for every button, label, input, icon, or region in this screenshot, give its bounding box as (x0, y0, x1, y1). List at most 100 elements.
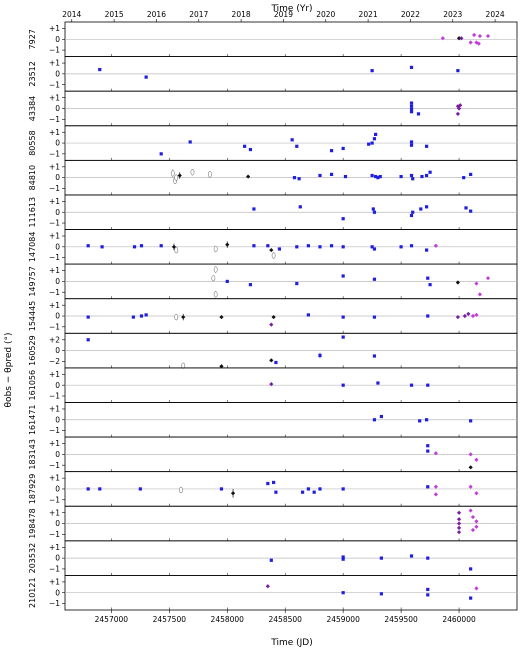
data-point (469, 209, 473, 213)
y-tick-label: +1 (49, 232, 60, 241)
data-point (269, 322, 274, 327)
data-point (426, 314, 430, 318)
data-point (213, 245, 218, 253)
star-label: 147084 (28, 232, 37, 263)
y-tick-label: −1 (49, 288, 60, 297)
data-point (174, 246, 179, 254)
data-point (341, 146, 345, 151)
y-tick-label: −1 (49, 599, 60, 608)
data-point (248, 147, 253, 152)
data-point (409, 110, 414, 114)
y-tick-label: −1 (49, 80, 60, 89)
jd-tick-label: 2457500 (153, 615, 187, 624)
data-point (474, 457, 479, 462)
y-tick-label: +1 (49, 266, 60, 275)
data-point (409, 554, 414, 558)
panel-203532: +1 0 −1 203532 (28, 540, 518, 576)
data-point (433, 492, 438, 497)
panel-154445: +1 0−1 154445 (28, 298, 518, 334)
y-tick-label: +1 (49, 162, 60, 171)
data-point (409, 244, 414, 248)
data-point (295, 281, 299, 286)
year-axis-title: Time (Yr) (270, 4, 312, 14)
data-point (426, 587, 430, 592)
data-point (456, 510, 462, 515)
y-axis-title: θobs − θpred (°) (4, 332, 14, 407)
data-point (433, 484, 438, 489)
data-point (86, 244, 90, 248)
y-tick-label: +1 (49, 474, 60, 483)
data-point (469, 172, 473, 177)
y-tick-label: +1 (49, 405, 60, 414)
data-point (426, 449, 430, 453)
year-tick-label: 2015 (105, 10, 124, 19)
data-point (469, 596, 473, 600)
data-point (468, 40, 473, 45)
data-point (372, 315, 377, 319)
data-point (271, 252, 276, 259)
year-tick-label: 2016 (147, 10, 166, 19)
year-tick-label: 2014 (62, 10, 81, 19)
data-point (297, 177, 301, 181)
data-point (462, 176, 466, 180)
data-point (468, 465, 473, 470)
data-point (411, 210, 415, 214)
data-point (372, 137, 377, 141)
panels: +10−17927+10−123512+10−143384+10−180558+… (28, 21, 518, 611)
jd-tick-label: 2458000 (211, 615, 245, 624)
data-point (433, 451, 438, 456)
data-point (181, 362, 186, 369)
data-point (456, 106, 462, 111)
y-tick-label: −1 (49, 565, 60, 574)
y-tick-label: −1 (49, 461, 60, 470)
data-point (425, 248, 429, 252)
data-point (409, 140, 414, 144)
data-point (290, 138, 294, 142)
data-point (477, 33, 483, 39)
star-label: 23512 (28, 61, 37, 86)
panel-23512: +10 −1 23512 (28, 56, 518, 92)
data-point (190, 169, 195, 176)
y-tick-label: 0 (55, 35, 60, 44)
y-tick-label: +2 (49, 335, 60, 344)
star-label: 187929 (28, 474, 37, 505)
panel-80558: +1 0−1 80558 (28, 125, 518, 161)
data-point (329, 172, 334, 177)
data-point (426, 276, 430, 280)
jd-tick-label: 2459000 (326, 615, 360, 624)
data-point (372, 277, 377, 281)
data-point (98, 67, 102, 72)
data-point (298, 205, 302, 209)
data-point (376, 176, 380, 180)
panel-147084: +10 −1 147084 (28, 229, 518, 265)
data-point (343, 174, 348, 179)
year-tick-label: 2024 (486, 10, 505, 19)
y-tick-label: 0 (55, 554, 60, 563)
data-point (409, 173, 414, 178)
jd-tick-label: 2460000 (442, 615, 476, 624)
data-point (416, 112, 421, 116)
data-point (374, 174, 378, 179)
year-tick-label: 2018 (232, 10, 251, 19)
data-point (138, 487, 142, 491)
data-point (370, 69, 374, 73)
star-label: 80558 (28, 130, 37, 155)
data-point (341, 487, 345, 491)
data-point (230, 491, 236, 496)
data-point (456, 530, 462, 535)
data-point (219, 487, 224, 491)
y-tick-label: −1 (49, 322, 60, 331)
data-point (370, 245, 374, 249)
data-point (456, 517, 462, 522)
data-point (426, 556, 430, 560)
data-point (470, 313, 476, 319)
star-label: 43384 (28, 96, 37, 121)
star-label: 154445 (28, 301, 37, 332)
y-tick-label: −1 (49, 426, 60, 435)
data-point (252, 207, 256, 211)
jd-tick-label: 2458500 (269, 615, 303, 624)
data-point (341, 335, 345, 339)
panel-187929: +1 0−1 187929 (28, 471, 518, 507)
data-point (468, 508, 473, 513)
data-point (341, 245, 345, 249)
